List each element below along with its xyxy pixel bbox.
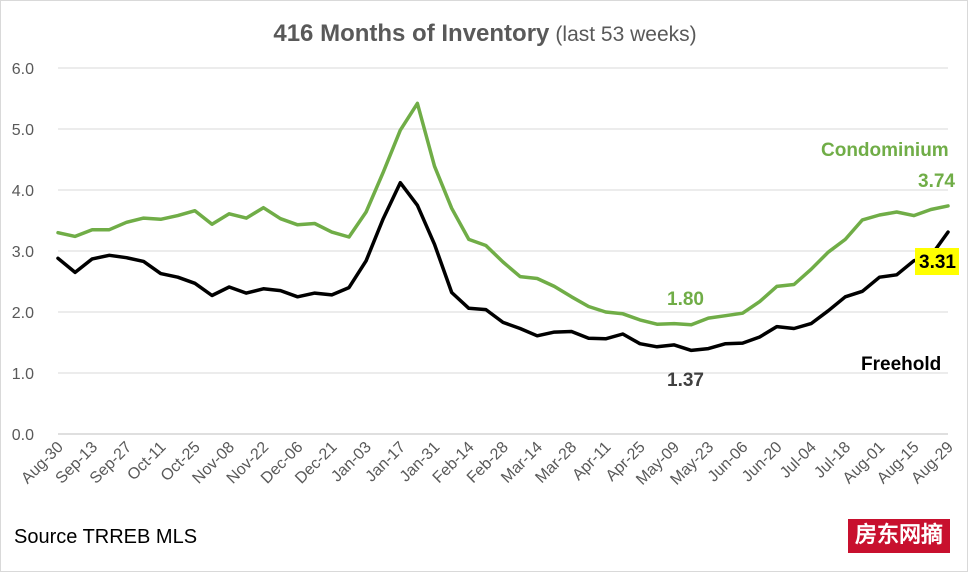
freehold-min-value-label: 1.37: [667, 370, 704, 391]
y-tick-label: 6.0: [12, 61, 34, 78]
freehold-series-label: Freehold: [861, 354, 941, 375]
annotations: Condominium 3.74 1.80 Freehold 3.31 1.37: [667, 140, 959, 391]
chart-title: 416 Months of Inventory (last 53 weeks): [0, 20, 970, 48]
condo-min-value-label: 1.80: [667, 289, 704, 310]
series-line-freehold: [56, 180, 950, 353]
y-tick-label: 2.0: [12, 305, 34, 322]
y-tick-label: 3.0: [12, 244, 34, 261]
freehold-last-value-label: 3.31: [919, 252, 956, 273]
chart-subtitle: (last 53 weeks): [555, 23, 697, 46]
chart-title-main: 416 Months of Inventory: [273, 20, 550, 47]
condo-series-label: Condominium: [821, 140, 949, 161]
series-line-condominium: [56, 101, 950, 327]
y-tick-label: 4.0: [12, 183, 34, 200]
x-axis-ticks: Aug-30Sep-13Sep-27Oct-11Oct-25Nov-08Nov-…: [18, 439, 957, 489]
source-note: Source TRREB MLS: [14, 526, 198, 548]
series-lines: [56, 101, 950, 353]
y-tick-label: 5.0: [12, 122, 34, 139]
gridlines: [58, 67, 948, 435]
y-tick-label: 1.0: [12, 366, 34, 383]
y-axis-ticks: 0.0 1.0 2.0 3.0 4.0 5.0 6.0: [12, 61, 34, 444]
x-tick-label: Jul-04: [777, 439, 820, 482]
watermark-logo: 房东网摘: [848, 519, 950, 553]
condo-last-value-label: 3.74: [918, 171, 955, 192]
y-tick-label: 0.0: [12, 427, 34, 444]
freehold-last-value-highlight: [915, 248, 959, 275]
